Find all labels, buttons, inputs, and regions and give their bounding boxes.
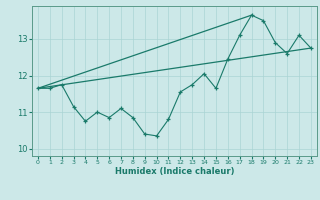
X-axis label: Humidex (Indice chaleur): Humidex (Indice chaleur) <box>115 167 234 176</box>
